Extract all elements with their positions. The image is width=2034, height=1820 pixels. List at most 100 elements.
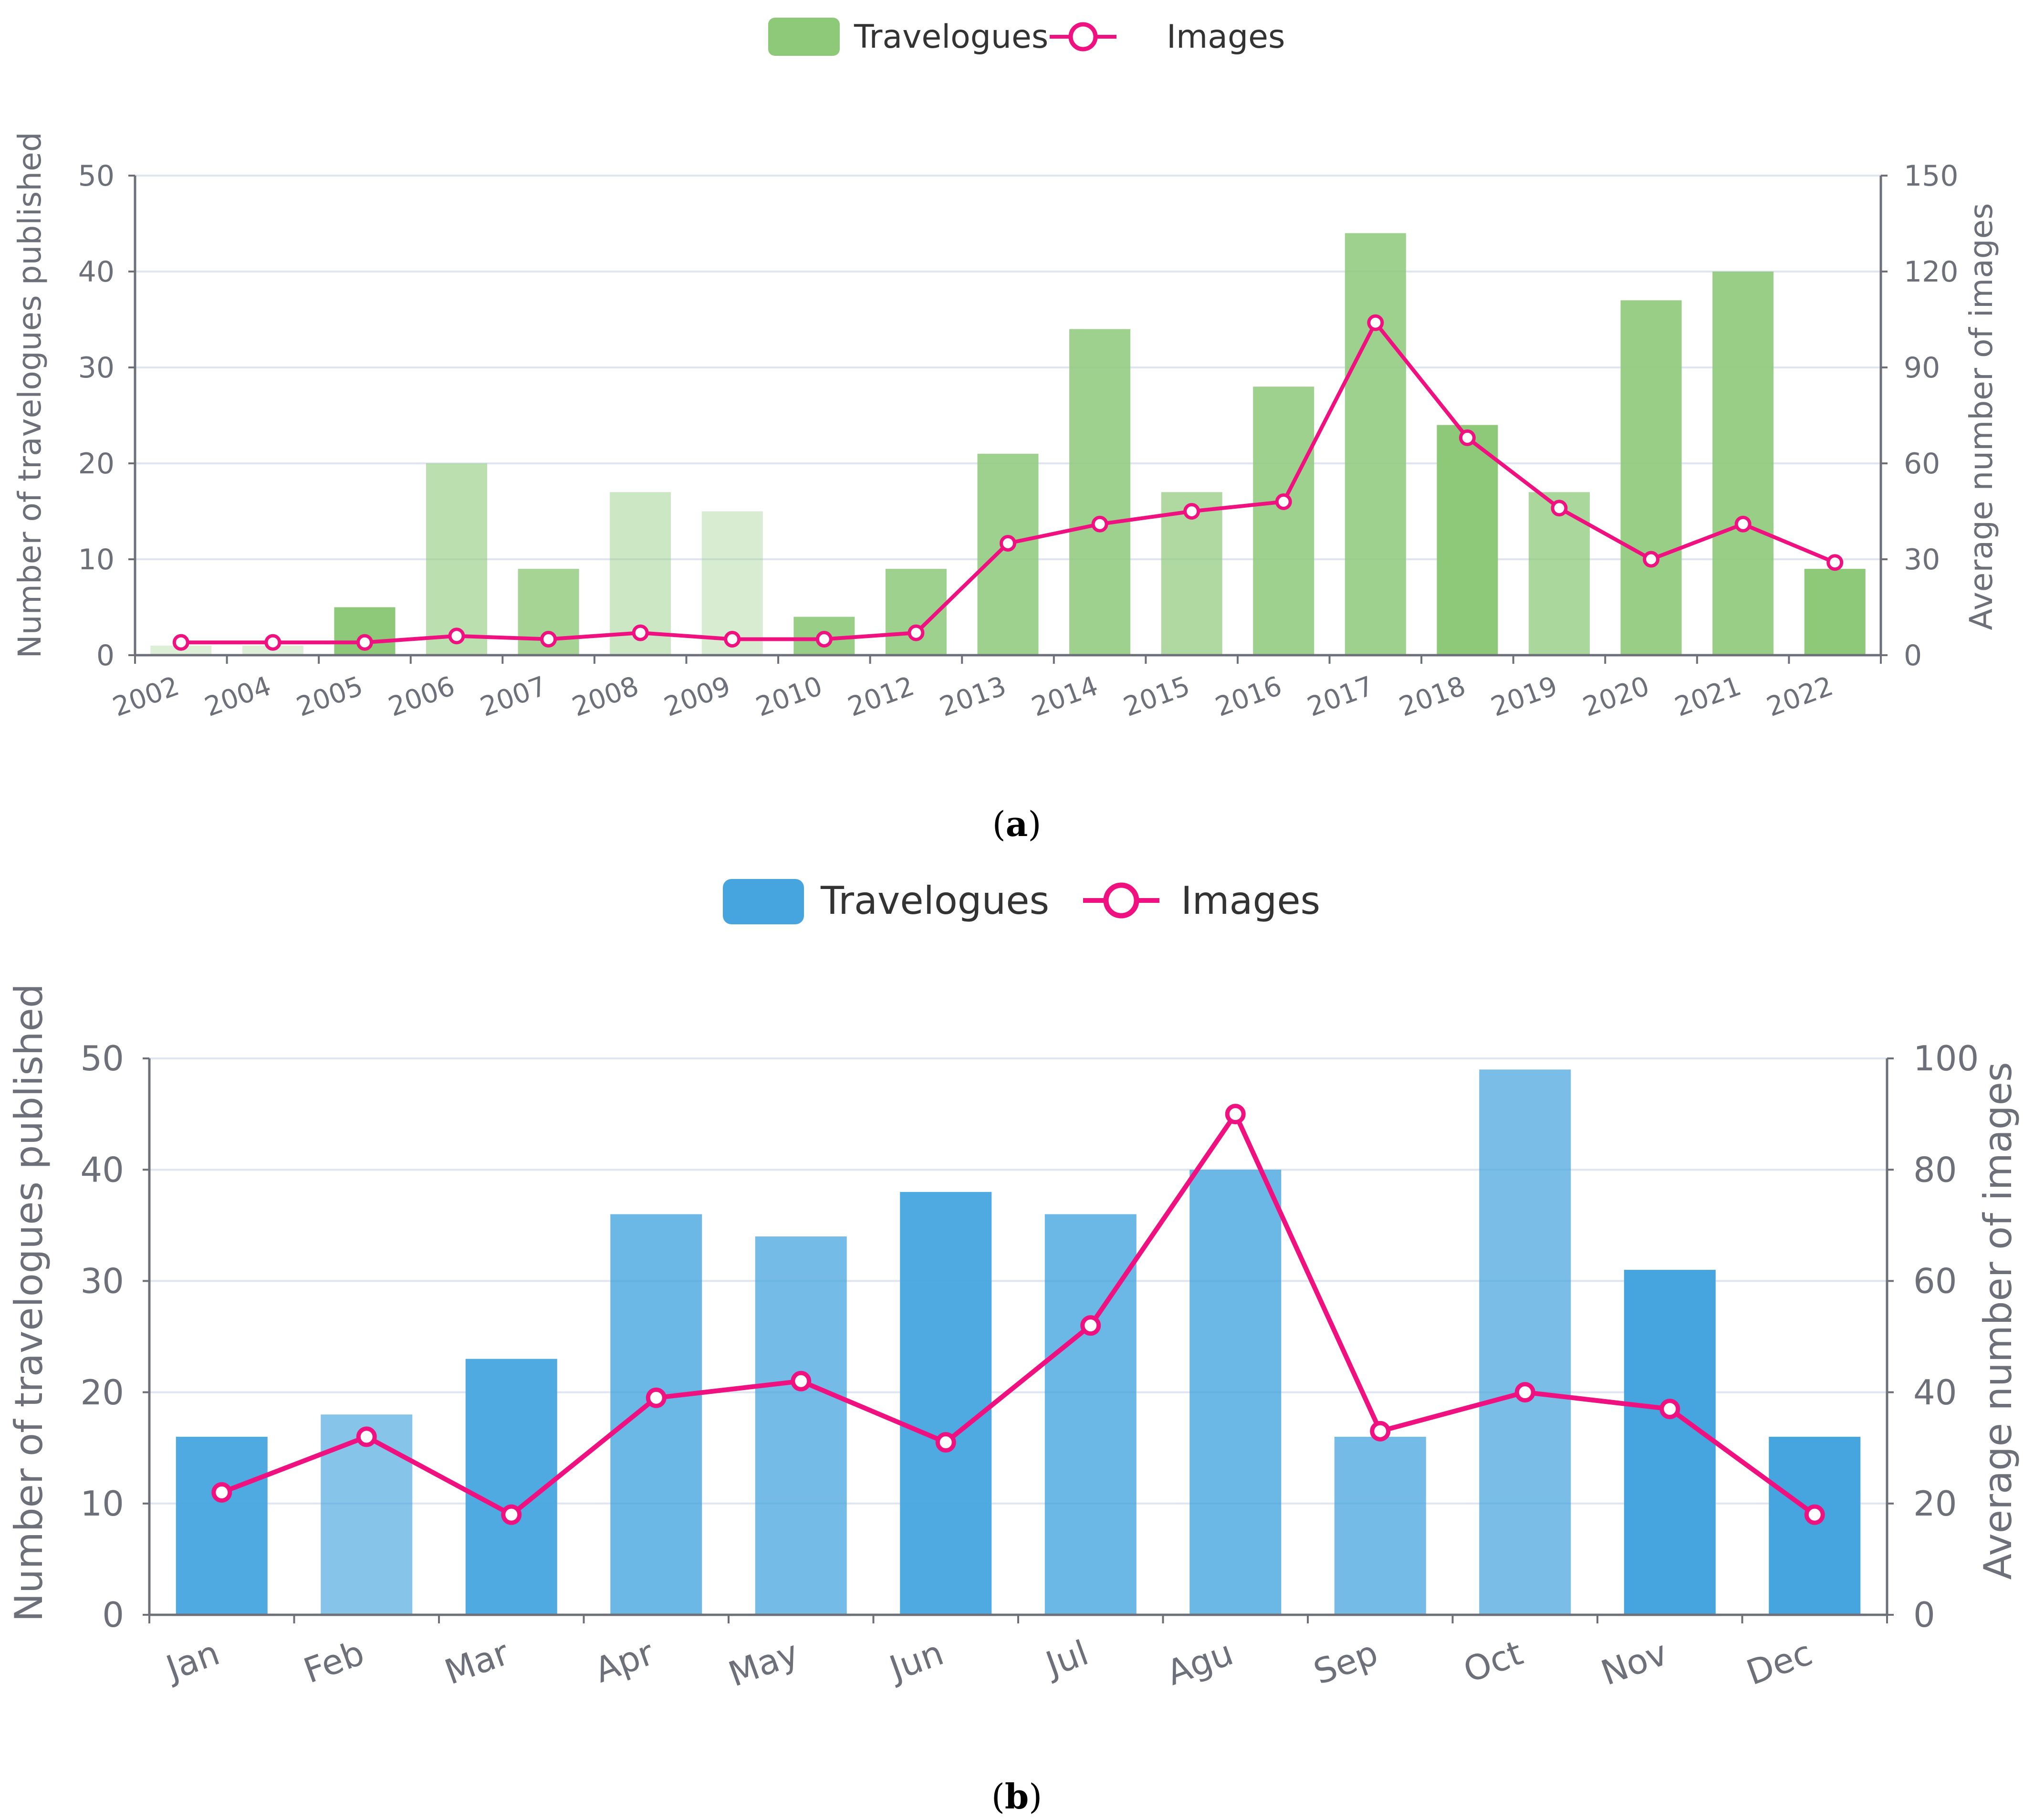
x-tick-label-2014: 2014	[1028, 670, 1102, 723]
panel-letter-b: b	[1005, 1776, 1029, 1817]
images-point-Apr	[646, 1387, 667, 1408]
y-tick-label: 40	[80, 1150, 124, 1190]
legend-bar-swatch-b	[723, 879, 804, 924]
images-point-2010	[815, 631, 833, 648]
images-point-Agu	[1225, 1104, 1246, 1125]
bar-Mar	[465, 1359, 557, 1615]
y-tick-label: 0	[102, 1595, 124, 1635]
y-tick-label: 30	[78, 351, 115, 385]
y2-tick-label: 0	[1913, 1595, 1935, 1635]
axes-b	[143, 1057, 1894, 1623]
legend-line-label-a: Images	[1167, 18, 1285, 56]
x-tick-label-2005: 2005	[292, 670, 367, 723]
bar-2019	[1528, 492, 1590, 655]
y2-tick-label: 30	[1904, 543, 1940, 576]
images-point-Jan	[211, 1482, 232, 1503]
chart-b: Travelogues Images 0 10 20 30 40 50 0 20 40 60 80 1…	[7, 879, 2020, 1817]
bar-2006	[426, 463, 488, 655]
legend-bar-label-a: Travelogues	[854, 18, 1048, 56]
bar-Dec	[1769, 1436, 1861, 1615]
panel-label-a: (a)	[992, 804, 1042, 844]
images-point-2012	[907, 624, 925, 641]
images-point-2021	[1734, 515, 1752, 533]
bar-2014	[1069, 329, 1131, 655]
images-point-Nov	[1659, 1399, 1680, 1420]
axes-a	[128, 175, 1888, 664]
x-tick-label-Feb: Feb	[299, 1632, 370, 1691]
legend-bar-label-b: Travelogues	[820, 879, 1049, 923]
x-tick-label-2017: 2017	[1303, 670, 1377, 723]
x-tick-label-Nov: Nov	[1596, 1632, 1673, 1693]
panel-letter-a: a	[1006, 804, 1028, 844]
images-point-2016	[1275, 493, 1292, 510]
x-tick-label-Apr: Apr	[589, 1632, 659, 1691]
y-tick-label: 20	[80, 1372, 124, 1412]
bars-a	[150, 233, 1866, 656]
y2-tick-label: 40	[1913, 1372, 1957, 1412]
x-tick-label-2018: 2018	[1395, 670, 1470, 723]
x-tick-label-Jul: Jul	[1039, 1632, 1093, 1685]
bar-2017	[1345, 233, 1406, 656]
chart-a: Travelogues Images 0 10 20 30 40 50 0 30 60 90 120…	[11, 18, 2000, 844]
images-point-2006	[448, 628, 465, 645]
x-tick-label-2002: 2002	[109, 670, 183, 723]
images-point-2005	[356, 634, 373, 651]
bar-Agu	[1189, 1170, 1282, 1615]
y-tick-label: 50	[78, 159, 115, 193]
images-point-2002	[172, 634, 189, 651]
y-tick-label: 10	[78, 543, 115, 576]
images-point-2022	[1826, 554, 1844, 571]
images-point-2015	[1183, 503, 1200, 520]
x-tick-label-2006: 2006	[385, 670, 459, 723]
images-point-Jul	[1080, 1315, 1101, 1336]
bar-May	[755, 1236, 847, 1615]
legend-bar-swatch-a	[768, 18, 840, 56]
images-point-Jun	[935, 1432, 956, 1453]
images-point-2018	[1459, 429, 1476, 446]
legend-line-marker-b	[1103, 882, 1139, 919]
x-tick-label-Sep: Sep	[1308, 1632, 1383, 1692]
y2-axis-title-a: Average number of images	[1963, 203, 2000, 630]
images-point-2004	[264, 634, 282, 651]
x-tick-label-2013: 2013	[936, 670, 1010, 723]
y-tick-label: 40	[78, 255, 115, 289]
images-point-Feb	[356, 1426, 377, 1447]
legend-b: Travelogues Images	[723, 879, 1320, 924]
y-tick-label: 0	[96, 639, 115, 672]
x-tick-label-Dec: Dec	[1741, 1632, 1817, 1693]
bar-Oct	[1479, 1069, 1571, 1615]
x-tick-label-2010: 2010	[752, 670, 826, 723]
x-tick-label-2007: 2007	[476, 670, 551, 723]
x-tick-label-2008: 2008	[568, 670, 643, 723]
line-series-a	[172, 314, 1844, 651]
y-tick-label: 10	[80, 1484, 124, 1524]
bars-b	[176, 1069, 1861, 1615]
bar-Apr	[610, 1214, 702, 1615]
x-tick-label-May: May	[723, 1632, 804, 1694]
y2-tick-label: 100	[1913, 1038, 1979, 1078]
images-point-2007	[540, 631, 557, 648]
y2-tick-label: 120	[1904, 255, 1959, 289]
y2-axis-title-b: Average number of images	[1976, 1062, 2020, 1580]
y2-tick-label: 90	[1904, 351, 1940, 385]
x-tick-label-2015: 2015	[1119, 670, 1194, 723]
x-tick-label-2012: 2012	[844, 670, 918, 723]
legend-line-label-b: Images	[1181, 879, 1320, 923]
gridlines-b	[149, 1057, 1887, 1505]
x-tick-label-Oct: Oct	[1458, 1632, 1528, 1691]
y2-tick-label: 60	[1913, 1261, 1957, 1301]
images-point-2008	[632, 624, 649, 641]
images-line	[220, 1111, 1816, 1517]
images-point-2014	[1091, 515, 1108, 533]
bar-Jul	[1044, 1214, 1137, 1615]
y-axis-title-b: Number of travelogues published	[7, 983, 51, 1621]
x-tick-label-2009: 2009	[660, 670, 734, 723]
images-point-Mar	[501, 1504, 522, 1525]
images-point-2020	[1643, 551, 1660, 568]
images-point-2019	[1551, 500, 1568, 517]
panel-label-b: (b)	[991, 1776, 1043, 1817]
legend-line-marker-a	[1068, 22, 1098, 52]
x-tick-label-2019: 2019	[1487, 670, 1562, 723]
images-point-2009	[724, 631, 741, 648]
x-tick-label-Jun: Jun	[883, 1632, 949, 1689]
